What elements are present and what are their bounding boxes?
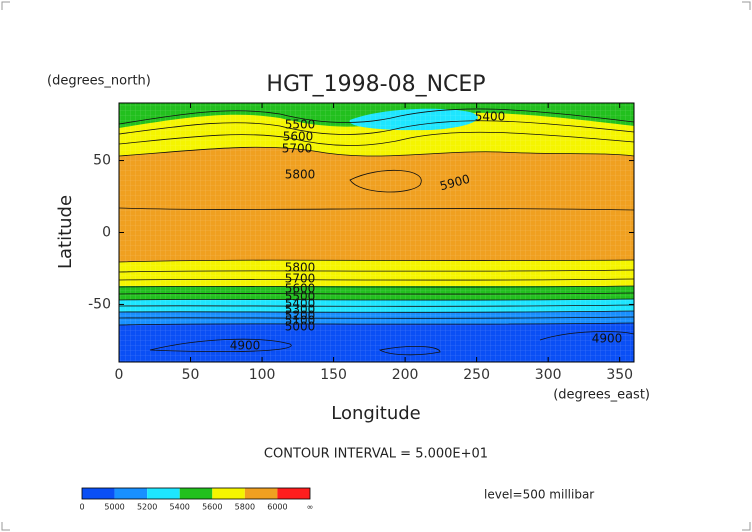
contour-label: 5700 bbox=[285, 272, 316, 286]
contour-label: 5600 bbox=[285, 282, 316, 296]
contour-label: 4900 bbox=[592, 332, 623, 346]
x-axis-label: Longitude bbox=[331, 403, 421, 424]
contour-field bbox=[119, 103, 634, 362]
colorbar-label: 5600 bbox=[202, 503, 222, 512]
y-units: (degrees_north) bbox=[47, 74, 151, 89]
level-label: level=500 millibar bbox=[484, 488, 594, 502]
y-tick-label: -50 bbox=[88, 296, 111, 312]
x-tick-label: 0 bbox=[115, 367, 124, 383]
colorbar-label: 6000 bbox=[267, 503, 287, 512]
colorbar-swatch bbox=[114, 488, 148, 499]
x-units: (degrees_east) bbox=[553, 388, 650, 403]
axes: 0 50 100 150 200 250 300 350 -50 0 50 bbox=[88, 103, 634, 383]
x-tick-label: 200 bbox=[392, 367, 419, 383]
y-tick-label: 0 bbox=[102, 225, 111, 241]
chart-title: HGT_1998-08_NCEP bbox=[266, 72, 485, 97]
x-tick-label: 350 bbox=[606, 367, 633, 383]
contour-label: 4900 bbox=[230, 339, 261, 353]
colorbar-label: ∞ bbox=[307, 503, 314, 512]
contour-interval: CONTOUR INTERVAL = 5.000E+01 bbox=[264, 447, 488, 462]
contour-label: 5400 bbox=[475, 110, 506, 124]
contour-label: 5400 bbox=[285, 297, 316, 311]
colorbar-swatch bbox=[244, 488, 278, 499]
x-tick-label: 300 bbox=[535, 367, 562, 383]
y-tick-label: 50 bbox=[93, 153, 111, 169]
contour-label: 5200 bbox=[285, 309, 316, 323]
colorbar-swatch bbox=[82, 488, 115, 499]
colorbar-swatch bbox=[179, 488, 213, 499]
contour-label: 5100 bbox=[285, 314, 316, 328]
colorbar-label: 0 bbox=[79, 503, 84, 512]
contour-label: 5300 bbox=[285, 303, 316, 317]
x-tick-label: 250 bbox=[463, 367, 490, 383]
colorbar: 0 5000 5200 5400 5600 5800 6000 ∞ bbox=[79, 487, 314, 512]
contour-labels: 5500 5600 5700 5400 5800 5900 5800 5700 … bbox=[230, 110, 623, 353]
contour-label: 5500 bbox=[285, 290, 316, 304]
contour-label: 5800 bbox=[285, 168, 316, 182]
colorbar-swatch bbox=[277, 488, 310, 499]
contour-label: 5800 bbox=[285, 261, 316, 275]
colorbar-label: 5800 bbox=[235, 503, 255, 512]
y-axis-label: Latitude bbox=[55, 195, 76, 269]
x-tick-label: 50 bbox=[182, 367, 200, 383]
x-tick-label: 150 bbox=[320, 367, 347, 383]
contour-label: 5000 bbox=[285, 320, 316, 334]
colorbar-frame bbox=[81, 487, 311, 500]
colorbar-label: 5200 bbox=[137, 503, 157, 512]
contour-label: 5500 bbox=[285, 118, 316, 132]
colorbar-label: 5000 bbox=[104, 503, 124, 512]
colorbar-swatch bbox=[147, 488, 180, 499]
colorbar-label: 5400 bbox=[170, 503, 190, 512]
contour-label: 5600 bbox=[283, 130, 314, 144]
colorbar-swatch bbox=[212, 488, 245, 499]
contour-label: 5700 bbox=[282, 142, 313, 156]
x-tick-label: 100 bbox=[249, 367, 276, 383]
